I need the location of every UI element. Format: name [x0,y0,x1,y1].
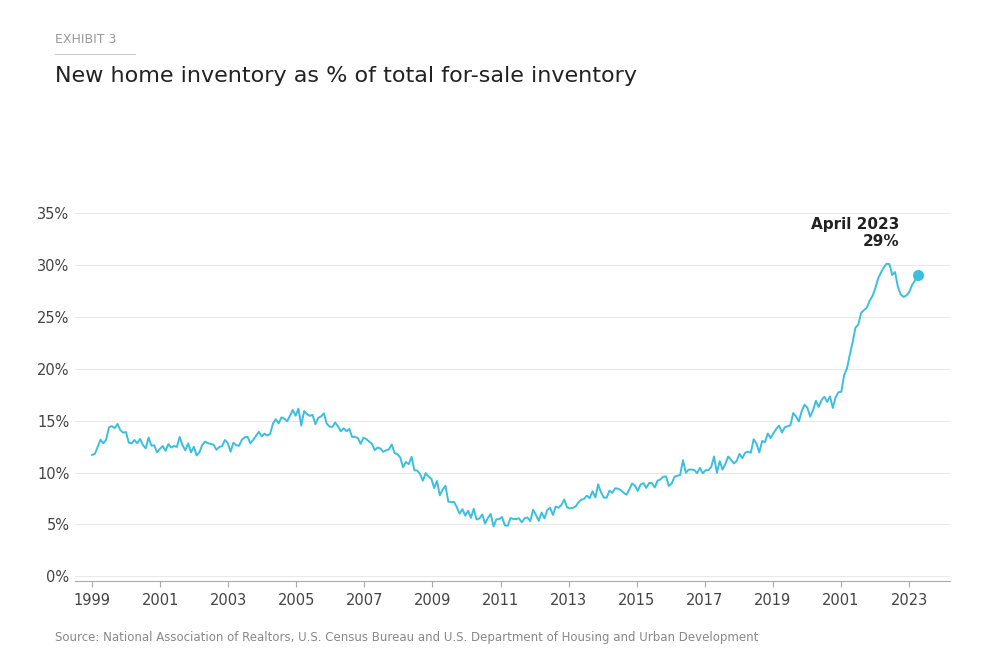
Text: April 2023
29%: April 2023 29% [811,217,899,250]
Text: EXHIBIT 3: EXHIBIT 3 [55,33,116,46]
Text: Source: National Association of Realtors, U.S. Census Bureau and U.S. Department: Source: National Association of Realtors… [55,631,758,644]
Text: New home inventory as % of total for-sale inventory: New home inventory as % of total for-sal… [55,66,637,86]
